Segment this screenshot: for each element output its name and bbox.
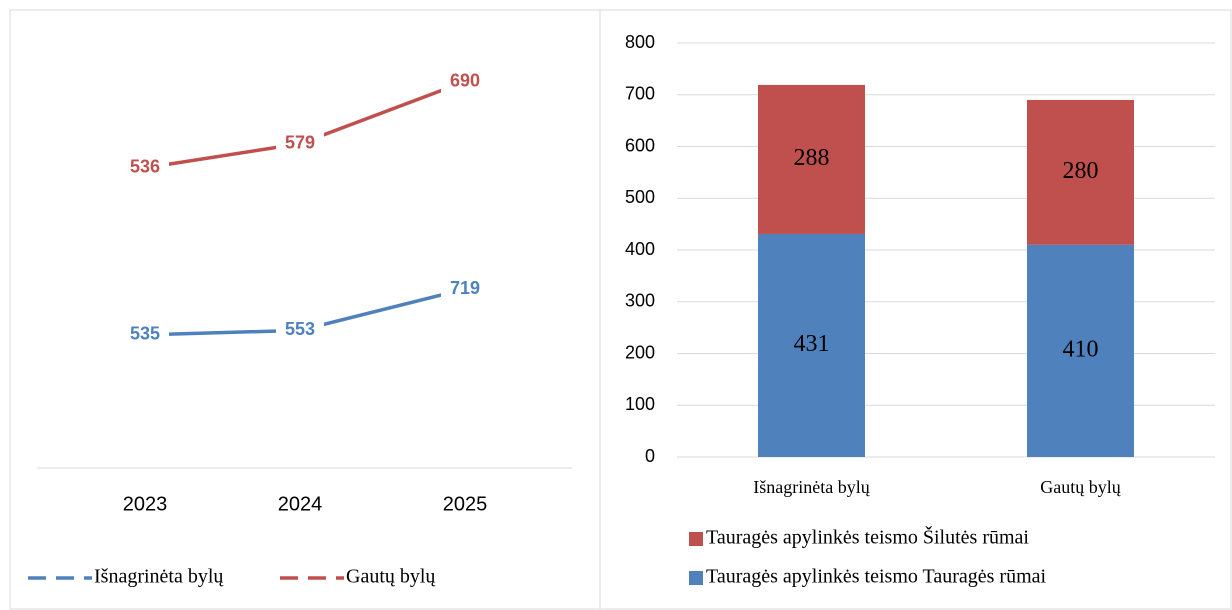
data-label: 410 (1063, 336, 1099, 362)
y-tick-label: 800 (625, 32, 655, 52)
x-tick-label: Gautų bylų (1040, 477, 1121, 497)
bar-segment (758, 233, 865, 457)
legend-swatch (689, 571, 703, 585)
data-label: 536 (130, 157, 160, 177)
legend-label: Išnagrinėta bylų (94, 566, 224, 588)
data-label: 579 (285, 133, 315, 153)
y-tick-label: 200 (625, 342, 655, 362)
label-bg (276, 131, 324, 156)
y-tick-label: 0 (645, 446, 655, 466)
x-tick-label: 2025 (443, 493, 488, 515)
y-tick-label: 100 (625, 394, 655, 414)
y-tick-label: 300 (625, 291, 655, 311)
data-label: 288 (794, 145, 830, 171)
x-tick-label: Išnagrinėta bylų (753, 477, 870, 497)
left-frame (9, 9, 601, 610)
data-label: 690 (450, 70, 480, 90)
bar-segment (758, 84, 865, 234)
label-bg (276, 318, 324, 343)
y-tick-label: 700 (625, 84, 655, 104)
legend-swatch (689, 532, 703, 546)
x-tick-label: 2024 (278, 493, 323, 515)
data-label: 553 (285, 319, 315, 339)
data-label: 431 (794, 331, 830, 357)
label-bg (121, 322, 169, 347)
data-label: 280 (1063, 158, 1099, 184)
y-tick-label: 400 (625, 239, 655, 259)
label-bg (121, 155, 169, 180)
y-tick-label: 600 (625, 135, 655, 155)
data-label: 535 (130, 324, 160, 344)
label-bg (441, 69, 489, 94)
bar-segment (1027, 244, 1134, 457)
label-bg (441, 277, 489, 302)
legend-label: Tauragės apylinkės teismo Tauragės rūmai (706, 566, 1047, 588)
right-frame (599, 9, 1232, 610)
y-tick-label: 500 (625, 187, 655, 207)
bar-segment (1027, 99, 1134, 245)
legend-label: Gautų bylų (346, 566, 436, 588)
data-label: 719 (450, 278, 480, 298)
legend-label: Tauragės apylinkės teismo Šilutės rūmai (706, 525, 1029, 549)
x-tick-label: 2023 (123, 493, 168, 515)
